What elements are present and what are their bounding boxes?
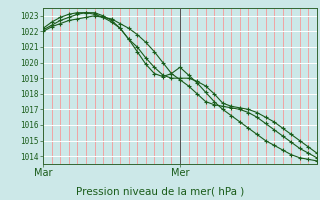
Text: Pression niveau de la mer( hPa ): Pression niveau de la mer( hPa ) bbox=[76, 186, 244, 196]
